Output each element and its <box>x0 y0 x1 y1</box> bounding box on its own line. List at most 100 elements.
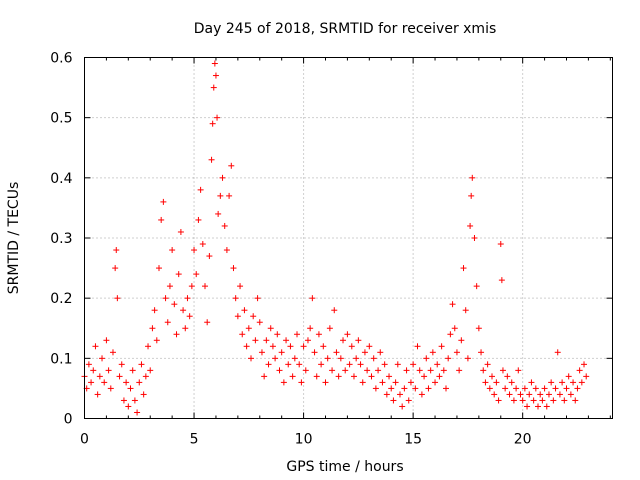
data-point <box>186 313 193 320</box>
data-point <box>346 361 353 368</box>
data-point <box>359 379 366 386</box>
data-point <box>153 337 160 344</box>
data-point <box>504 373 511 380</box>
data-point <box>311 349 318 356</box>
data-point <box>263 337 270 344</box>
data-point <box>556 391 563 398</box>
data-point <box>289 373 296 380</box>
data-point <box>114 295 121 302</box>
data-point <box>530 397 537 404</box>
data-point <box>149 325 156 332</box>
data-point <box>160 198 167 205</box>
data-point <box>155 265 162 272</box>
data-point <box>364 367 371 374</box>
data-point <box>508 379 515 386</box>
data-point <box>96 373 103 380</box>
data-point <box>296 361 303 368</box>
data-point <box>337 355 344 362</box>
data-point <box>497 241 504 248</box>
data-point <box>550 397 557 404</box>
data-point <box>471 235 478 241</box>
data-point <box>499 367 506 374</box>
data-point <box>294 331 301 338</box>
data-point <box>226 192 233 199</box>
data-point <box>375 367 382 374</box>
data-point <box>578 379 585 386</box>
x-tick-label: 10 <box>295 432 313 448</box>
data-point <box>272 355 279 362</box>
data-point <box>462 307 469 314</box>
data-point <box>469 174 476 181</box>
data-point <box>254 295 261 302</box>
data-point <box>436 373 443 380</box>
data-point <box>567 391 574 398</box>
data-point <box>88 379 95 386</box>
data-point <box>129 367 136 374</box>
data-point <box>418 391 425 398</box>
data-point <box>267 325 274 332</box>
data-point <box>123 379 130 386</box>
data-point <box>177 228 184 235</box>
data-point <box>543 403 550 410</box>
data-point <box>92 343 99 350</box>
data-point <box>456 367 463 374</box>
data-point <box>407 379 414 386</box>
data-point <box>99 355 106 362</box>
data-point <box>484 361 491 368</box>
axis-ticks: 0 0.1 0.2 0.3 0.4 0.5 0.6 0 5 10 15 20 <box>50 51 613 448</box>
data-point <box>394 361 401 368</box>
data-point <box>151 307 158 314</box>
data-point <box>524 403 531 410</box>
data-point <box>491 391 498 398</box>
data-point <box>493 379 500 386</box>
data-point <box>206 253 213 260</box>
data-point <box>451 325 458 332</box>
data-point <box>313 373 320 380</box>
data-point <box>368 373 375 380</box>
data-point <box>274 331 281 338</box>
data-point <box>412 385 419 392</box>
data-points <box>81 60 590 416</box>
data-point <box>386 373 393 380</box>
data-point <box>381 361 388 368</box>
data-point <box>355 337 362 344</box>
data-point <box>234 313 241 320</box>
y-tick-label: 0.2 <box>50 291 72 307</box>
data-point <box>324 355 331 362</box>
data-point <box>125 403 132 410</box>
data-point <box>519 397 526 404</box>
data-point <box>478 349 485 356</box>
y-tick-label: 0.1 <box>50 351 72 367</box>
data-point <box>127 385 134 392</box>
data-point <box>140 391 147 398</box>
data-point <box>565 373 572 380</box>
data-point <box>142 373 149 380</box>
data-point <box>136 379 143 386</box>
data-point <box>261 373 268 380</box>
data-point <box>326 325 333 332</box>
data-point <box>464 355 471 362</box>
data-point <box>201 283 208 290</box>
x-tick-label: 15 <box>404 432 422 448</box>
data-point <box>414 343 421 350</box>
data-point <box>361 349 368 356</box>
data-point <box>237 283 244 290</box>
data-point <box>147 367 154 374</box>
data-point <box>335 373 342 380</box>
data-point <box>396 391 403 398</box>
data-point <box>112 265 119 272</box>
data-point <box>241 307 248 314</box>
data-point <box>521 385 528 392</box>
data-point <box>353 355 360 362</box>
data-point <box>309 295 316 302</box>
data-point <box>548 379 555 386</box>
data-point <box>535 403 542 410</box>
data-point <box>134 409 141 416</box>
y-tick-label: 0.6 <box>50 51 72 67</box>
data-point <box>581 361 588 368</box>
data-point <box>445 355 452 362</box>
data-point <box>561 397 568 404</box>
data-point <box>453 349 460 356</box>
data-point <box>331 307 338 314</box>
